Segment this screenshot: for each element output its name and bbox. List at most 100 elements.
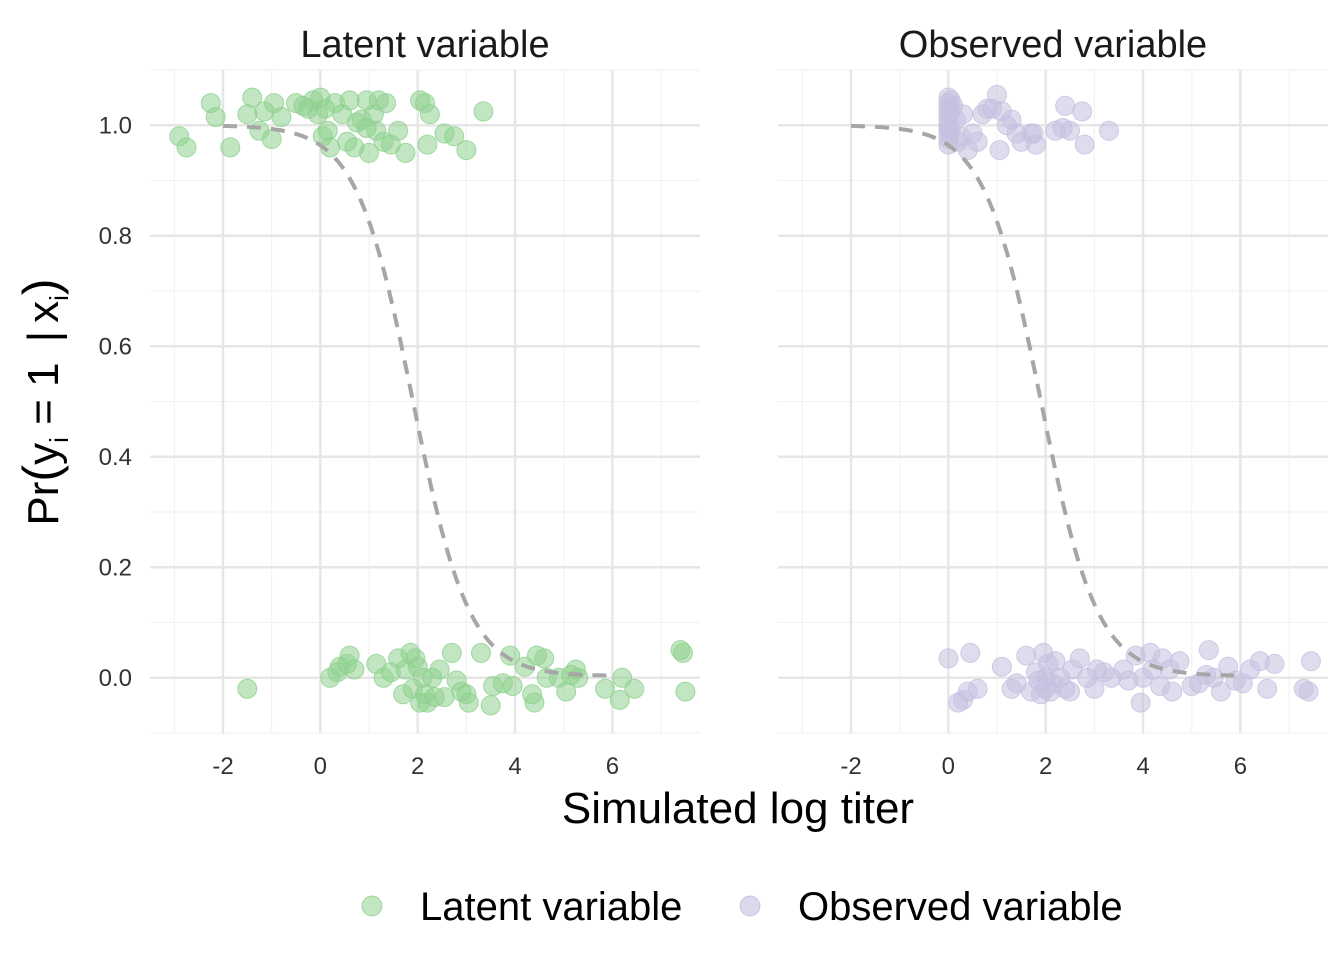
data-point (242, 87, 263, 108)
data-point (1130, 692, 1151, 713)
data-point (1069, 648, 1090, 669)
data-point (1257, 678, 1278, 699)
y-tick-label: 1.0 (99, 112, 132, 139)
data-point (317, 120, 338, 141)
data-point (237, 104, 258, 125)
data-point (456, 140, 477, 161)
major-grid (150, 70, 700, 733)
x-axis-title: Simulated log titer (562, 784, 914, 833)
data-point (444, 126, 465, 147)
x-tick-label: 6 (606, 753, 619, 780)
data-point (1060, 681, 1080, 702)
x-tick-label: 0 (314, 753, 327, 780)
data-point (176, 137, 197, 158)
y-tick-label: 0.8 (99, 223, 132, 250)
data-point (1099, 120, 1119, 141)
data-point (1016, 645, 1037, 666)
data-point (987, 84, 1007, 105)
panel-2: Observed variable -2 0 2 4 6 (778, 24, 1328, 780)
minor-grid (778, 69, 1328, 734)
legend-marker-observed (739, 895, 761, 917)
data-point (1026, 134, 1046, 155)
points (938, 84, 1321, 713)
y-tick-label: 0.0 (99, 665, 132, 692)
data-point (1298, 681, 1319, 702)
x-tick-label: -2 (840, 753, 861, 780)
data-point (429, 659, 450, 680)
data-point (1072, 101, 1093, 122)
data-point (595, 678, 616, 699)
data-point (1301, 651, 1321, 672)
points (169, 87, 696, 716)
panel-1: Latent variable -2 0 2 4 6 0.0 0.2 0.4 0.6 0.8 1.0 (99, 24, 700, 780)
legend: Latent variable Observed variable (361, 885, 1123, 929)
y-tick-label: 0.2 (99, 554, 132, 581)
data-point (1055, 95, 1076, 116)
data-point (1084, 678, 1105, 699)
y-axis-title: Pr(yi = 1 |xi) (13, 278, 74, 525)
data-point (441, 642, 462, 663)
data-point (500, 645, 521, 666)
data-point (388, 120, 409, 141)
data-point (339, 90, 360, 111)
data-point (480, 695, 501, 716)
minor-grid (150, 69, 700, 734)
y-tick-label: 0.4 (99, 444, 132, 471)
data-point (568, 667, 589, 688)
logistic-curve (850, 123, 1241, 678)
x-tick-label: 4 (508, 753, 521, 780)
data-point (967, 678, 988, 699)
x-tick-label: 4 (1136, 753, 1149, 780)
data-point (991, 656, 1012, 677)
legend-label-latent: Latent variable (420, 885, 682, 929)
data-point (1169, 651, 1190, 672)
data-point (471, 642, 491, 663)
data-point (220, 137, 241, 158)
data-point (1198, 640, 1219, 661)
x-tick-label: 6 (1234, 753, 1247, 780)
y-tick-label: 0.6 (99, 333, 132, 360)
data-point (960, 642, 981, 663)
data-point (395, 142, 416, 163)
data-point (473, 101, 494, 122)
data-point (344, 659, 365, 680)
facet-title: Latent variable (300, 24, 549, 66)
data-point (458, 692, 479, 713)
data-point (534, 648, 555, 669)
legend-label-observed: Observed variable (798, 885, 1123, 929)
data-point (1060, 120, 1080, 141)
logistic-curve (222, 123, 613, 678)
legend-marker-latent (361, 895, 383, 917)
x-tick-label: 2 (411, 753, 424, 780)
data-point (675, 681, 696, 702)
data-point (624, 678, 645, 699)
data-point (237, 678, 258, 699)
data-point (359, 142, 379, 163)
data-point (434, 687, 455, 708)
data-point (953, 104, 973, 125)
x-tick-label: -2 (212, 753, 233, 780)
data-point (1210, 681, 1231, 702)
data-point (261, 129, 282, 150)
data-point (502, 676, 523, 696)
data-point (524, 692, 545, 713)
data-point (673, 642, 693, 663)
data-point (376, 93, 397, 114)
panels-layer: Latent variable -2 0 2 4 6 0.0 0.2 0.4 0.6 0.8 1.0 O… (99, 24, 1328, 780)
data-point (1264, 653, 1285, 674)
data-point (967, 131, 988, 152)
data-point (1045, 651, 1066, 672)
data-point (1162, 681, 1183, 702)
major-grid (778, 70, 1328, 733)
data-point (271, 107, 292, 127)
x-tick-label: 0 (942, 753, 955, 780)
data-point (938, 648, 959, 669)
x-tick-label: 2 (1039, 753, 1052, 780)
facet-title: Observed variable (899, 24, 1207, 66)
data-point (609, 689, 630, 710)
data-point (205, 107, 226, 127)
data-point (1074, 134, 1095, 155)
data-point (989, 140, 1010, 161)
data-point (419, 104, 440, 125)
